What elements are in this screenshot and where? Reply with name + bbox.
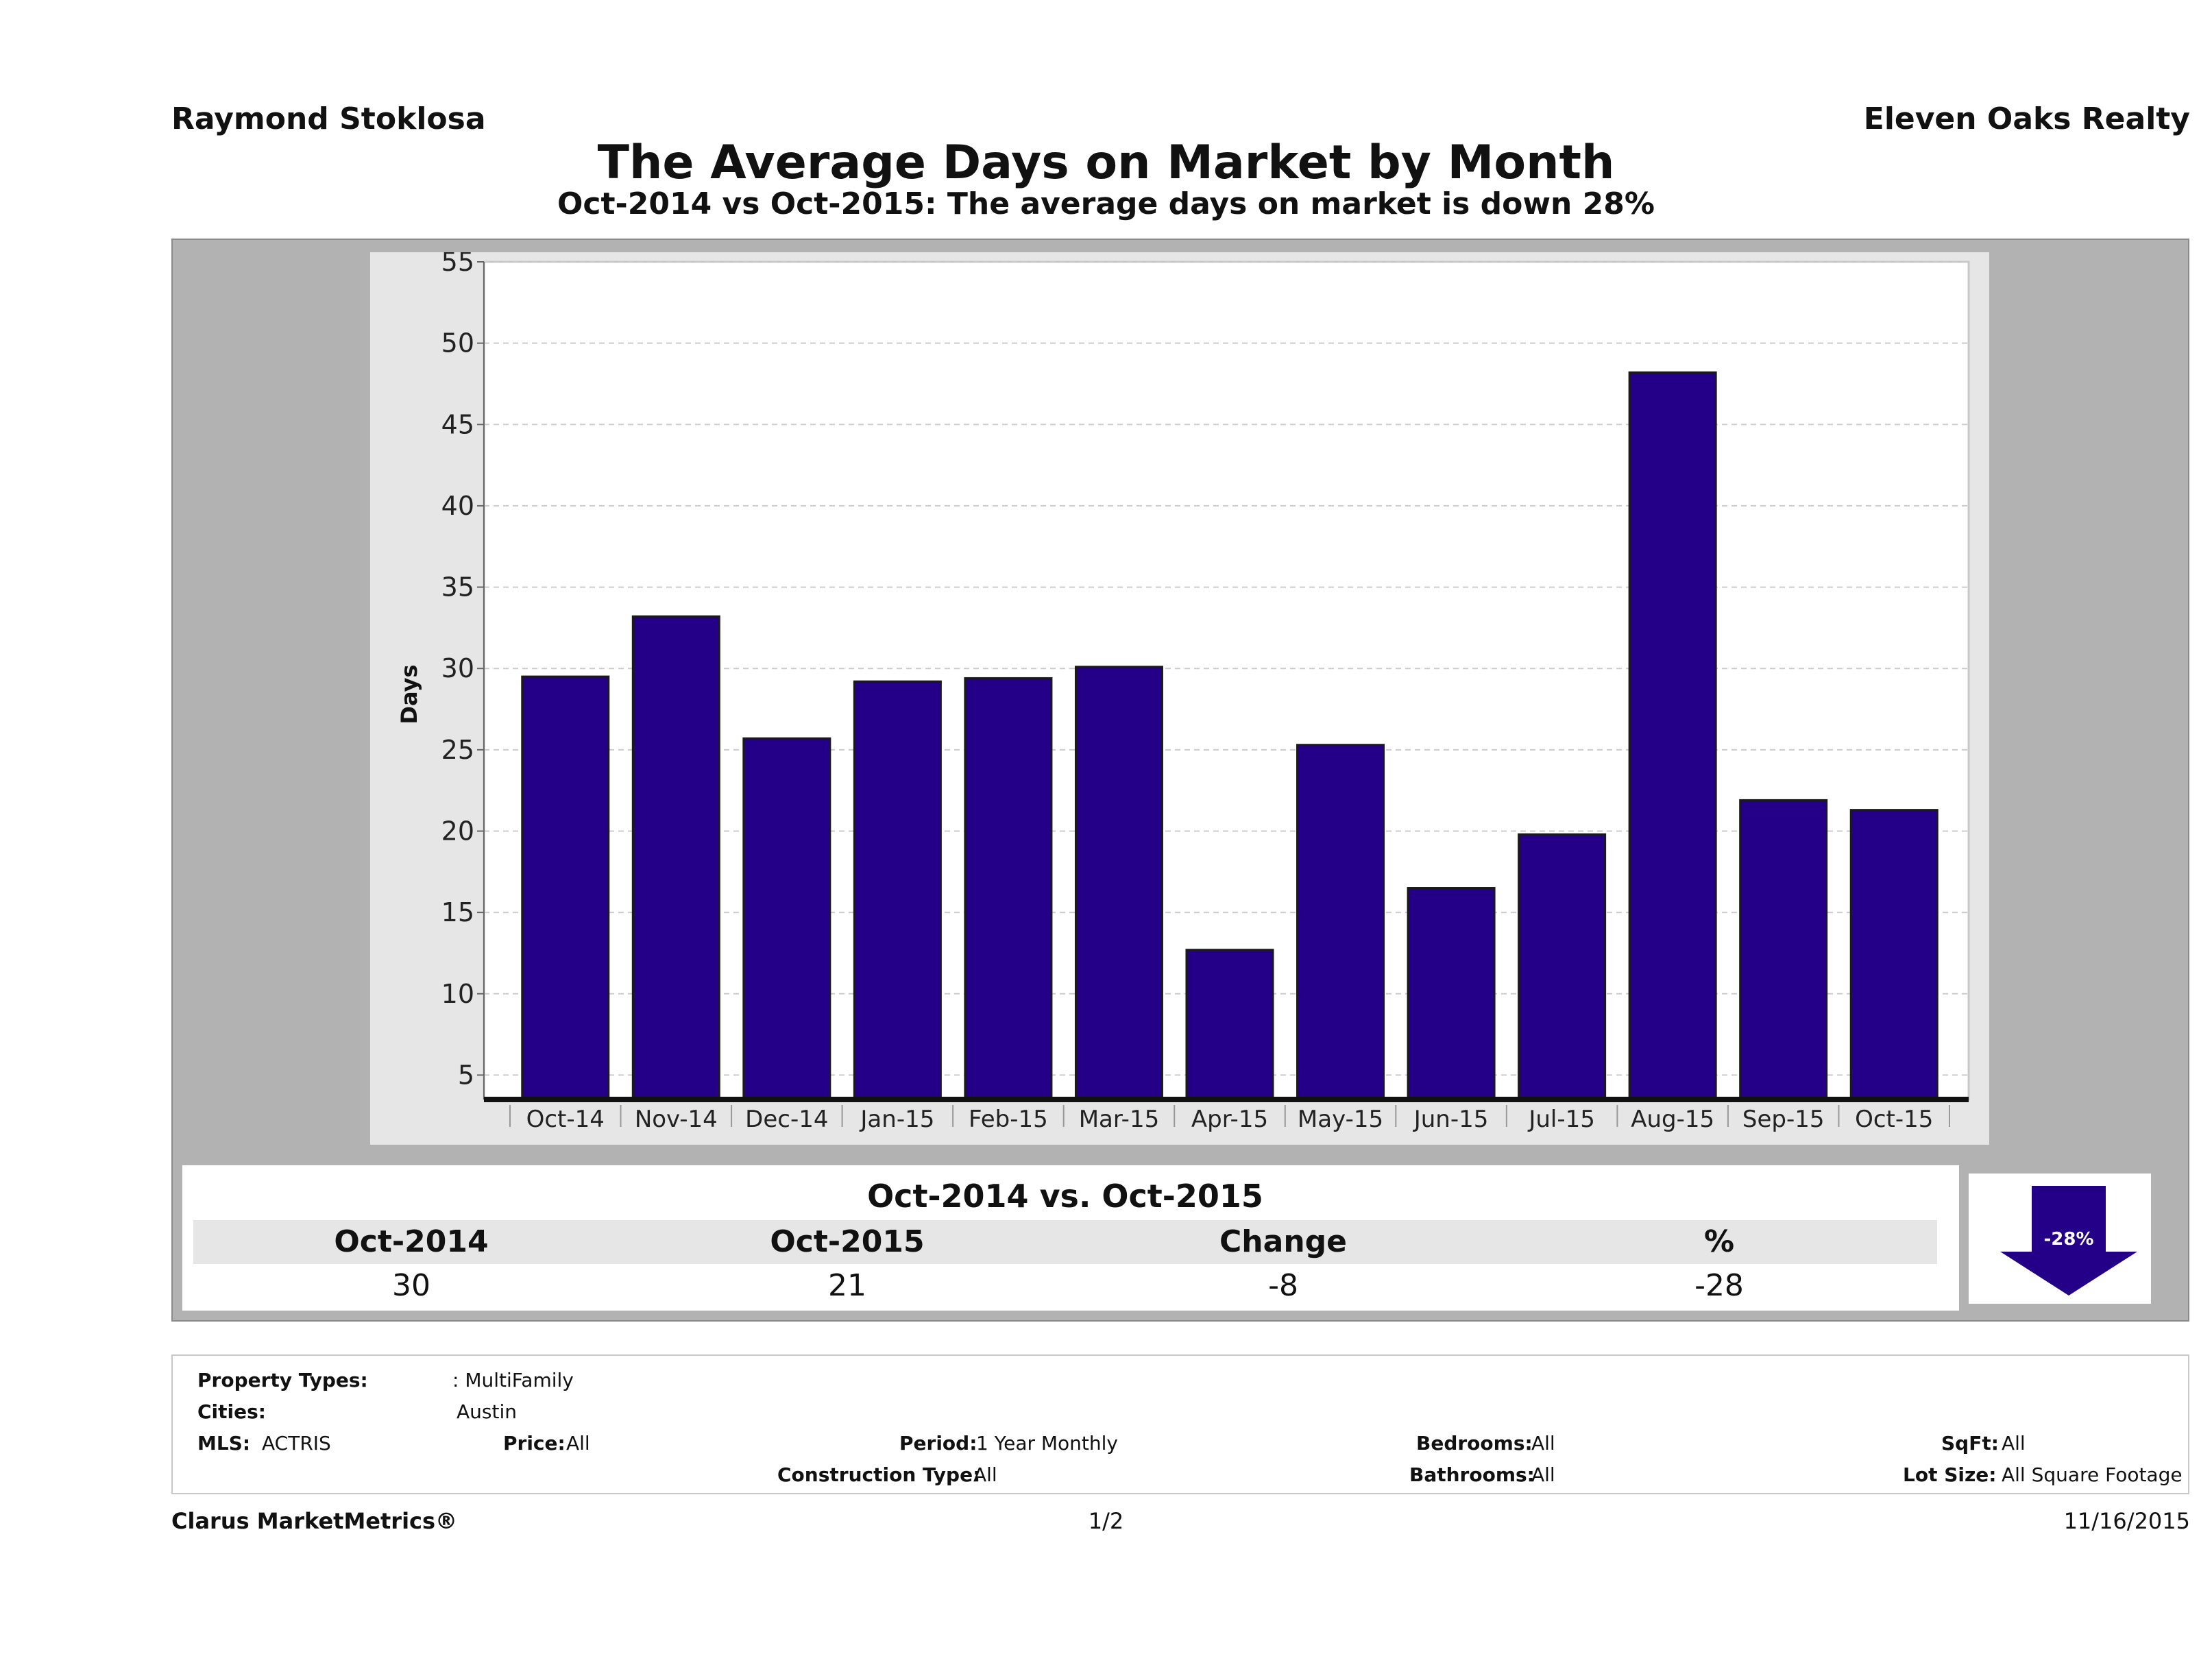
cities-value: Austin (457, 1400, 517, 1423)
x-tick-label: Jul-15 (1527, 1106, 1595, 1133)
mls-value: ACTRIS (262, 1432, 331, 1455)
x-tick-label: Apr-15 (1191, 1106, 1268, 1133)
footer-brand: Clarus MarketMetrics® (171, 1508, 458, 1534)
x-tick-label: May-15 (1298, 1106, 1383, 1133)
mls-label: MLS: (197, 1432, 251, 1455)
sqft-value: All (2002, 1432, 2026, 1455)
x-tick-label: Mar-15 (1079, 1106, 1160, 1133)
x-tick-label: Feb-15 (969, 1106, 1048, 1133)
y-axis-title: Days (396, 664, 422, 724)
y-tick-label: 45 (441, 409, 474, 439)
summary-header-oct-2015: Oct-2015 (770, 1224, 925, 1259)
x-tick-label: Dec-14 (745, 1106, 828, 1133)
summary-header-row: Oct-2014 Oct-2015 Change % (193, 1220, 1937, 1264)
footer-date: 11/16/2015 (2063, 1508, 2190, 1534)
y-tick-label: 10 (441, 979, 474, 1009)
bar-jun-15 (1407, 887, 1496, 1101)
bar-oct-14 (521, 675, 610, 1101)
bar-jan-15 (853, 680, 942, 1101)
x-tick-label: Oct-14 (526, 1106, 605, 1133)
chart-subtitle: Oct-2014 vs Oct-2015: The average days o… (557, 186, 1655, 221)
summary-value-row: 30 21 -8 -28 (193, 1265, 1937, 1306)
chart-title: The Average Days on Market by Month (597, 136, 1615, 190)
bar-oct-15 (1849, 809, 1938, 1101)
summary-value-oct-2015: 21 (828, 1268, 866, 1303)
y-tick-label: 40 (441, 491, 474, 521)
bar-chart: 5 10 15 20 25 30 35 40 45 50 55 Days Oct-14 Nov-14 Dec… (396, 252, 1970, 1133)
x-tick-label: Jan-15 (859, 1106, 934, 1133)
y-tick-label: 5 (458, 1060, 474, 1090)
price-label: Price: (503, 1432, 566, 1455)
x-tick-label: Sep-15 (1742, 1106, 1825, 1133)
bar-may-15 (1296, 744, 1385, 1101)
company-name: Eleven Oaks Realty (1863, 101, 2190, 136)
bar-mar-15 (1074, 666, 1163, 1101)
bar-feb-15 (964, 677, 1053, 1101)
bathrooms-label: Bathrooms: (1409, 1463, 1535, 1486)
bedrooms-label: Bedrooms: (1416, 1432, 1533, 1455)
bar-dec-14 (742, 737, 831, 1101)
arrow-percent-label: -28% (2043, 1229, 2093, 1250)
x-tick-label: Oct-15 (1855, 1106, 1933, 1133)
bar-aug-15 (1628, 371, 1717, 1101)
lot-size-label: Lot Size: (1903, 1463, 1997, 1486)
y-tick-label: 15 (441, 897, 474, 927)
summary-value-change: -8 (1268, 1268, 1298, 1303)
bar-apr-15 (1185, 949, 1274, 1101)
y-tick-label: 55 (441, 252, 474, 277)
x-tick-label: Aug-15 (1631, 1106, 1714, 1133)
construction-type-value: All (973, 1463, 997, 1486)
sqft-label: SqFt: (1941, 1432, 1999, 1455)
period-value: 1 Year Monthly (976, 1432, 1119, 1455)
footer-page-number: 1/2 (1088, 1508, 1124, 1534)
down-arrow-icon: -28% (2000, 1186, 2137, 1296)
period-label: Period: (899, 1432, 977, 1455)
summary-value-percent: -28 (1694, 1268, 1744, 1303)
y-tick-label: 50 (441, 328, 474, 358)
price-value: All (566, 1432, 590, 1455)
down-arrow-shape (2000, 1186, 2137, 1296)
summary-title-row: Oct-2014 vs. Oct-2015 (193, 1174, 1937, 1219)
y-tick-label: 30 (441, 653, 474, 683)
summary-title: Oct-2014 vs. Oct-2015 (867, 1178, 1263, 1215)
summary-header-oct-2014: Oct-2014 (334, 1224, 489, 1259)
summary-header-change: Change (1219, 1224, 1347, 1259)
bar-jul-15 (1518, 833, 1607, 1101)
bar-nov-14 (631, 615, 720, 1101)
summary-value-oct-2014: 30 (392, 1268, 430, 1303)
y-tick-label: 20 (441, 816, 474, 846)
x-tick-label: Jun-15 (1413, 1106, 1489, 1133)
y-tick-label: 35 (441, 572, 474, 603)
property-types-label: Property Types: (197, 1369, 368, 1391)
filters-box: Property Types: : MultiFamily Cities: Au… (171, 1354, 2189, 1494)
x-tick-label: Nov-14 (635, 1106, 718, 1133)
lot-size-value: All Square Footage (2002, 1463, 2183, 1486)
y-tick-label: 25 (441, 735, 474, 765)
bar-sep-15 (1739, 799, 1828, 1101)
agent-name: Raymond Stoklosa (171, 101, 486, 136)
cities-label: Cities: (197, 1400, 266, 1423)
construction-type-label: Construction Type: (777, 1463, 981, 1486)
bathrooms-value: All (1531, 1463, 1555, 1486)
property-types-value: : MultiFamily (452, 1369, 574, 1391)
summary-header-percent: % (1703, 1224, 1735, 1259)
bedrooms-value: All (1531, 1432, 1555, 1455)
